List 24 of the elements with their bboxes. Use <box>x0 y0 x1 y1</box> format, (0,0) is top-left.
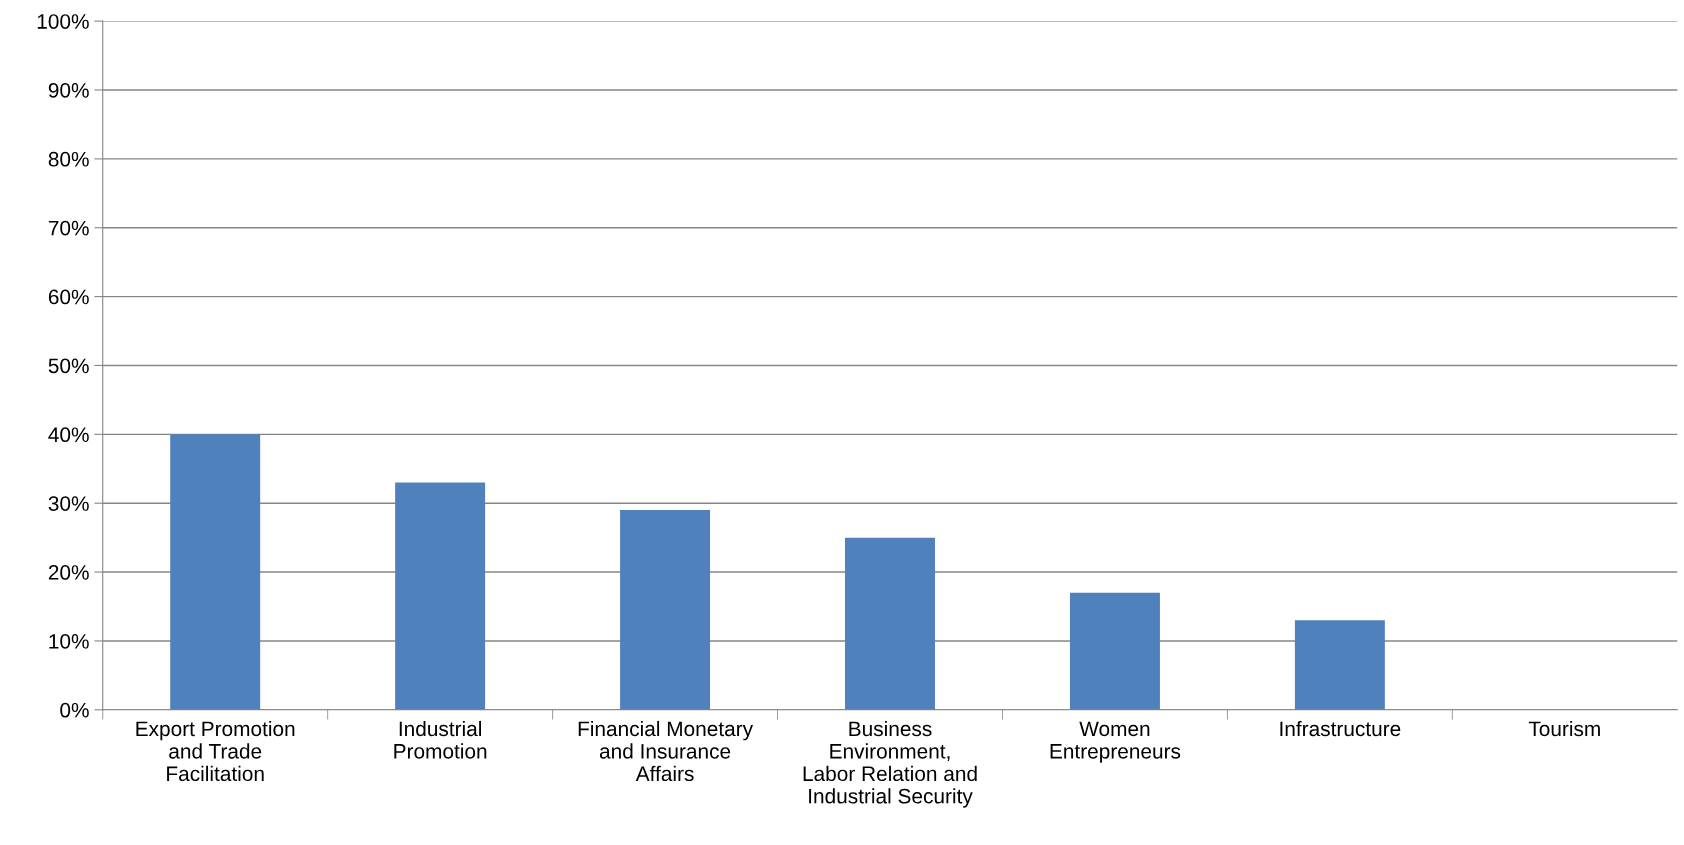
x-tick-label: Business Environment, Labor Relation and Industrial Security <box>803 720 977 808</box>
x-tick-label: Financial Monetary and Insurance Affairs <box>578 720 754 782</box>
x-tick-label: Export Promotion and Trade Facilitation <box>136 720 295 782</box>
bar <box>845 537 935 710</box>
y-tick-label: 90% <box>48 82 89 98</box>
y-tick-label: 40% <box>48 427 89 443</box>
bar <box>395 482 486 710</box>
bar <box>170 434 261 710</box>
x-tick-label: Women Entrepreneurs <box>1050 721 1181 763</box>
x-tick-label: Tourism <box>1528 720 1600 737</box>
y-tick-label: 80% <box>48 151 89 167</box>
y-tick-label: 0% <box>60 702 89 718</box>
y-tick-label: 70% <box>48 220 89 236</box>
y-tick-label: 50% <box>48 358 89 374</box>
y-tick-label: 60% <box>48 289 89 305</box>
bar <box>620 510 711 710</box>
bar <box>1069 592 1160 710</box>
x-tick-label: Infrastructure <box>1280 720 1401 737</box>
y-tick-label: 20% <box>48 565 89 580</box>
bar <box>1294 620 1385 710</box>
y-tick-label: 10% <box>49 633 89 649</box>
y-tick-label: 100% <box>37 14 89 29</box>
y-tick-label: 30% <box>48 496 89 511</box>
x-tick-label: Industrial Promotion <box>394 720 487 759</box>
